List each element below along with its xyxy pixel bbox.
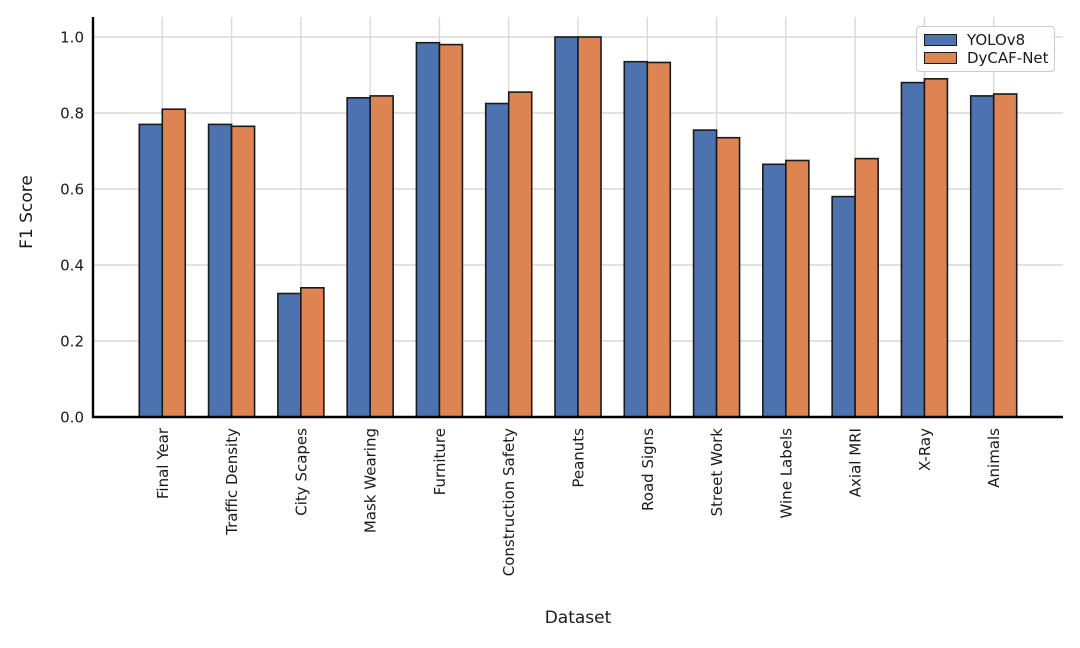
bar-dycaf-net-10 (854, 157, 879, 418)
legend-item-yolov8: YOLOv8 (924, 32, 1046, 48)
bar-dycaf-net-6 (577, 36, 602, 418)
x-tick-label-7: Road Signs (639, 428, 657, 511)
y-tick-label-0.4: 0.4 (60, 257, 84, 275)
y-tick-label-0.2: 0.2 (60, 333, 84, 351)
x-tick-label-1: Traffic Density (223, 428, 241, 536)
x-tick-label-5: Construction Safety (500, 428, 518, 576)
legend-label-dycaf-net: DyCAF-Net (967, 49, 1049, 67)
y-tick-label-1.0: 1.0 (60, 29, 84, 47)
bar-yolov8-12 (969, 95, 995, 418)
bar-dycaf-net-7 (646, 61, 672, 418)
bar-yolov8-1 (207, 123, 233, 418)
x-tick-label-3: Mask Wearing (362, 428, 380, 533)
legend-swatch-yolov8 (924, 34, 957, 46)
y-tick-label-0.8: 0.8 (60, 105, 84, 123)
y-tick-label-0.6: 0.6 (60, 181, 84, 199)
x-tick-label-6: Peanuts (570, 428, 588, 488)
legend-item-dycaf-net: DyCAF-Net (924, 49, 1049, 67)
bar-yolov8-3 (346, 97, 371, 418)
bar-dycaf-net-9 (785, 159, 810, 418)
legend: YOLOv8 DyCAF-Net (916, 26, 1055, 72)
bar-yolov8-10 (831, 195, 856, 418)
y-tick-label-0.0: 0.0 (60, 409, 84, 427)
x-tick-label-11: X-Ray (916, 428, 934, 471)
bar-yolov8-4 (415, 41, 441, 418)
bar-yolov8-7 (623, 60, 649, 418)
x-tick-label-10: Axial MRI (847, 428, 865, 497)
bar-yolov8-0 (138, 123, 164, 418)
x-tick-label-4: Furniture (431, 428, 449, 495)
bar-dycaf-net-8 (715, 136, 741, 418)
bar-dycaf-net-0 (161, 108, 187, 418)
bar-yolov8-2 (277, 292, 302, 418)
bar-dycaf-net-2 (300, 286, 325, 418)
y-axis-label: F1 Score (17, 175, 37, 249)
bar-dycaf-net-1 (230, 125, 256, 418)
legend-swatch-dycaf-net (924, 52, 957, 64)
bar-yolov8-5 (484, 102, 510, 418)
bar-dycaf-net-3 (369, 95, 394, 418)
bar-dycaf-net-5 (507, 91, 533, 418)
bar-dycaf-net-11 (923, 78, 949, 418)
bar-yolov8-6 (554, 36, 579, 418)
x-tick-label-8: Street Work (708, 428, 726, 517)
x-tick-label-12: Animals (985, 428, 1003, 488)
bar-yolov8-11 (900, 81, 926, 418)
legend-label-yolov8: YOLOv8 (967, 31, 1026, 49)
bar-yolov8-8 (692, 129, 718, 418)
x-tick-label-2: City Scapes (292, 428, 310, 516)
x-tick-label-9: Wine Labels (777, 428, 795, 519)
x-tick-label-0: Final Year (154, 427, 172, 499)
bar-yolov8-9 (762, 163, 787, 418)
x-axis-label: Dataset (544, 608, 612, 628)
bar-dycaf-net-12 (992, 93, 1018, 418)
bar-dycaf-net-4 (438, 43, 464, 418)
